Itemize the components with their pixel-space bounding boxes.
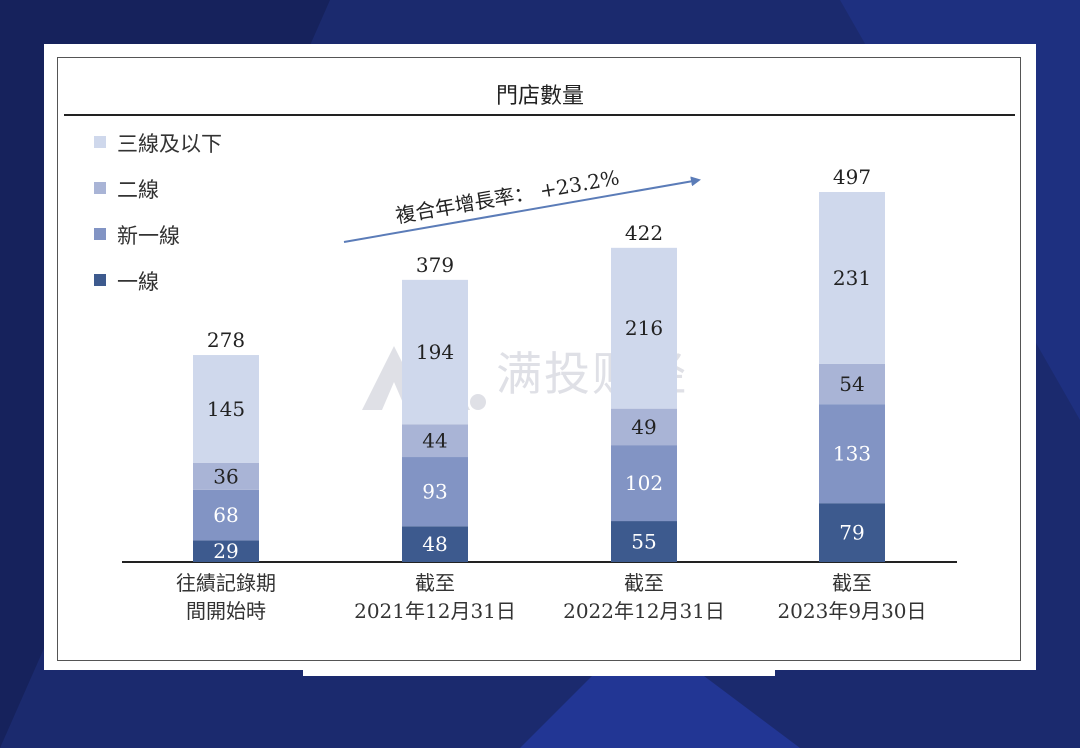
data-label: 145 — [207, 397, 245, 421]
bar-segment — [402, 526, 468, 562]
data-label: 231 — [833, 266, 871, 290]
data-label: 29 — [213, 539, 238, 563]
bar-segment — [193, 540, 259, 562]
legend-label: 一線 — [117, 270, 159, 294]
chart-title: 門店數量 — [495, 84, 584, 109]
data-label: 93 — [422, 480, 447, 504]
x-tick-label: 截至 — [832, 571, 872, 595]
legend-swatch — [94, 228, 106, 240]
bar-segment — [402, 424, 468, 458]
data-label: 49 — [631, 415, 656, 439]
x-tick-label: 2023年9月30日 — [777, 599, 926, 623]
legend-item-new-tier1: 新一線 — [94, 222, 294, 248]
data-label: 102 — [625, 471, 663, 495]
legend-swatch — [94, 182, 106, 194]
total-label: 278 — [207, 328, 245, 352]
bar-segment — [611, 445, 677, 522]
growth-arrow — [343, 176, 701, 243]
chart-frame — [57, 57, 1021, 661]
bar-segment — [402, 279, 468, 425]
legend-label: 新一線 — [117, 224, 180, 248]
bar-segment — [819, 503, 885, 562]
cagr-annotation: 複合年增長率： +23.2% — [394, 165, 621, 228]
legend-label: 二線 — [117, 178, 159, 202]
data-label: 44 — [422, 429, 447, 453]
bar-segment — [819, 404, 885, 504]
legend-item-tier1: 一線 — [94, 268, 294, 294]
x-tick-label: 往績記錄期 — [176, 571, 276, 595]
x-tick-label: 間開始時 — [186, 599, 266, 623]
chart-card: 門店數量 三線及以下 二線 新一線 一線 满投财经 — [44, 44, 1036, 670]
data-label: 133 — [833, 442, 871, 466]
data-label: 79 — [839, 521, 864, 545]
x-tick-label: 截至 — [624, 571, 664, 595]
bar-segment — [611, 521, 677, 562]
bar-segment — [193, 355, 259, 463]
x-tick-label: 截至 — [415, 571, 455, 595]
data-label: 68 — [213, 503, 238, 527]
data-label: 54 — [839, 372, 864, 396]
total-label: 379 — [416, 253, 454, 277]
bar-segment — [402, 457, 468, 527]
bar-segment — [193, 489, 259, 541]
total-label: 422 — [625, 221, 663, 245]
bar-segment — [193, 462, 259, 490]
data-label: 216 — [625, 316, 663, 340]
legend-item-tier2: 二線 — [94, 176, 294, 202]
bar-segment — [611, 408, 677, 446]
legend-swatch — [94, 274, 106, 286]
data-label: 48 — [422, 532, 447, 556]
data-label: 194 — [416, 340, 454, 364]
legend-swatch — [94, 136, 106, 148]
total-label: 497 — [833, 165, 871, 189]
bar-segment — [611, 247, 677, 409]
x-tick-label: 2022年12月31日 — [563, 599, 725, 623]
bar-segment — [819, 363, 885, 405]
bar-segment — [819, 192, 885, 364]
title-rule — [64, 114, 1015, 116]
data-label: 55 — [631, 530, 656, 554]
x-tick-label: 2021年12月31日 — [354, 599, 516, 623]
legend-label: 三線及以下 — [117, 132, 222, 156]
legend-item-tier3: 三線及以下 — [94, 130, 294, 156]
data-label: 36 — [213, 464, 238, 488]
